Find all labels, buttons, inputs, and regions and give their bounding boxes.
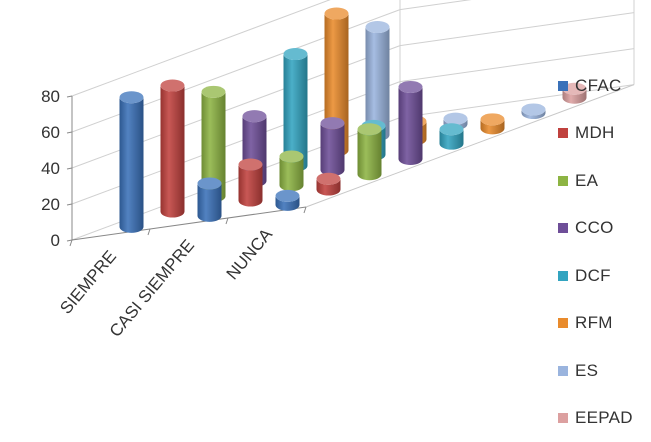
legend-swatch: [558, 271, 568, 281]
legend-label: EEPAD: [575, 408, 633, 428]
legend-label: CFAC: [575, 76, 622, 96]
bar-cco-2: [321, 117, 345, 176]
gridline-left: [72, 0, 400, 96]
legend-item-mdh: MDH: [558, 110, 650, 158]
legend-item-ea: EA: [558, 157, 650, 205]
bar-rfm-3: [481, 113, 505, 134]
legend-swatch: [558, 366, 568, 376]
x-tick-mark: [226, 218, 228, 224]
gridline-back: [400, 0, 634, 10]
legend-label: MDH: [575, 123, 615, 143]
bar-dcf-3: [440, 123, 464, 149]
legend-item-cco: CCO: [558, 205, 650, 253]
legend-item-rfm: RFM: [558, 300, 650, 348]
bar-cfac-1: [120, 91, 144, 233]
bar-mdh-3: [317, 173, 341, 196]
legend-label: DCF: [575, 266, 611, 286]
x-tick-label: CASI SIEMPRE: [106, 236, 198, 341]
bar-cfac-3: [276, 190, 300, 211]
bar-cfac-2: [198, 177, 222, 221]
bar-ea-3: [358, 123, 382, 180]
bar-mdh-2: [239, 159, 263, 207]
x-tick-mark: [70, 240, 72, 246]
y-tick-mark: [67, 96, 72, 97]
x-tick-mark: [148, 229, 150, 235]
y-tick-mark: [67, 204, 72, 205]
bar-es-3: [522, 103, 546, 119]
bar-mdh-1: [161, 80, 185, 218]
x-tick-label: SIEMPRE: [56, 247, 120, 318]
legend-label: RFM: [575, 313, 613, 333]
y-tick-mark: [67, 132, 72, 133]
legend-swatch: [558, 413, 568, 423]
legend-item-es: ES: [558, 347, 650, 395]
y-tick-label: 60: [41, 123, 60, 142]
legend-swatch: [558, 176, 568, 186]
legend-label: ES: [575, 361, 598, 381]
legend-item-cfac: CFAC: [558, 62, 650, 110]
y-tick-label: 40: [41, 159, 60, 178]
legend-swatch: [558, 128, 568, 138]
y-tick-label: 20: [41, 195, 60, 214]
legend: CFAC MDH EA CCO DCF RFM ES EEPAD: [558, 62, 650, 442]
legend-item-dcf: DCF: [558, 252, 650, 300]
bar-cco-3: [399, 81, 423, 165]
gridline-back: [400, 13, 634, 46]
legend-swatch: [558, 318, 568, 328]
bar-ea-2: [280, 150, 304, 191]
y-tick-label: 80: [41, 87, 60, 106]
x-tick-mark: [304, 207, 306, 213]
legend-label: EA: [575, 171, 598, 191]
y-tick-mark: [67, 168, 72, 169]
y-axis: 0 20 40 60 80: [41, 87, 72, 250]
chart-walls: [72, 0, 634, 240]
chart-bars: [120, 8, 587, 233]
legend-swatch: [558, 223, 568, 233]
y-tick-label: 0: [51, 231, 60, 250]
x-tick-label: NUNCA: [223, 224, 277, 283]
legend-label: CCO: [575, 218, 614, 238]
legend-item-eepad: EEPAD: [558, 395, 650, 442]
legend-swatch: [558, 81, 568, 91]
